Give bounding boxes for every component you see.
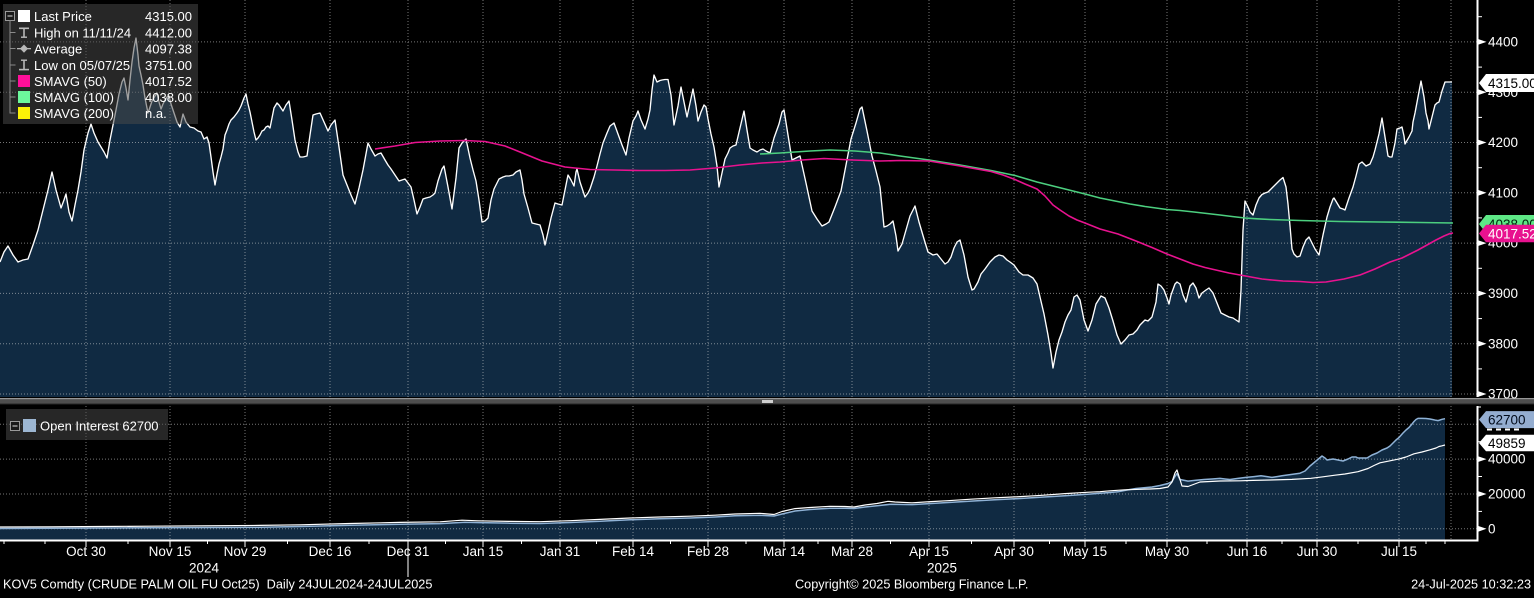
- svg-text:SMAVG (50): SMAVG (50): [34, 74, 107, 89]
- svg-text:Jul 15: Jul 15: [1381, 544, 1417, 559]
- svg-text:Last Price: Last Price: [34, 9, 92, 24]
- svg-text:4097.38: 4097.38: [145, 41, 192, 56]
- svg-text:62700: 62700: [1488, 412, 1526, 427]
- svg-text:Dec 31: Dec 31: [387, 544, 430, 559]
- svg-text:4412.00: 4412.00: [145, 25, 192, 40]
- svg-text:Mar 14: Mar 14: [763, 544, 806, 559]
- svg-text:4017.52: 4017.52: [145, 74, 192, 89]
- svg-text:2025: 2025: [927, 561, 957, 576]
- svg-text:3800: 3800: [1488, 336, 1518, 351]
- svg-text:Mar 28: Mar 28: [831, 544, 873, 559]
- svg-text:40000: 40000: [1488, 452, 1526, 467]
- svg-text:n.a.: n.a.: [145, 106, 167, 121]
- svg-text:Feb 28: Feb 28: [687, 544, 729, 559]
- svg-text:Oct 30: Oct 30: [66, 544, 106, 559]
- svg-text:SMAVG (200): SMAVG (200): [34, 106, 114, 121]
- svg-text:High on 11/11/24: High on 11/11/24: [34, 25, 131, 40]
- svg-text:Jan 15: Jan 15: [463, 544, 504, 559]
- svg-text:May 30: May 30: [1145, 544, 1189, 559]
- svg-text:Jun 16: Jun 16: [1227, 544, 1268, 559]
- svg-text:4315.00: 4315.00: [1488, 76, 1534, 91]
- svg-text:Feb 14: Feb 14: [612, 544, 655, 559]
- svg-text:Jun 30: Jun 30: [1297, 544, 1338, 559]
- svg-text:4200: 4200: [1488, 135, 1518, 150]
- svg-text:May 15: May 15: [1063, 544, 1107, 559]
- svg-text:20000: 20000: [1488, 487, 1526, 502]
- svg-text:4100: 4100: [1488, 185, 1518, 200]
- svg-text:Apr 30: Apr 30: [994, 544, 1034, 559]
- svg-text:KOV5 Comdty (CRUDE PALM OIL FU: KOV5 Comdty (CRUDE PALM OIL FU Oct25) Da…: [3, 578, 432, 592]
- svg-text:Apr 15: Apr 15: [909, 544, 949, 559]
- svg-text:Low on 05/07/25: Low on 05/07/25: [34, 58, 130, 73]
- svg-text:0: 0: [1488, 521, 1496, 536]
- svg-text:Copyright© 2025 Bloomberg Fina: Copyright© 2025 Bloomberg Finance L.P.: [795, 578, 1028, 592]
- svg-text:Open Interest 62700: Open Interest 62700: [40, 419, 159, 434]
- svg-text:4315.00: 4315.00: [145, 9, 192, 24]
- svg-text:Average: Average: [34, 41, 82, 56]
- svg-text:4400: 4400: [1488, 35, 1518, 50]
- svg-text:2024: 2024: [189, 561, 220, 576]
- svg-text:Nov 15: Nov 15: [149, 544, 192, 559]
- svg-text:Dec 16: Dec 16: [309, 544, 352, 559]
- svg-text:49859: 49859: [1488, 436, 1526, 451]
- svg-text:3900: 3900: [1488, 286, 1518, 301]
- svg-text:Jan 31: Jan 31: [540, 544, 581, 559]
- svg-text:4017.52: 4017.52: [1488, 226, 1534, 241]
- svg-text:3751.00: 3751.00: [145, 58, 192, 73]
- svg-text:3700: 3700: [1488, 387, 1518, 402]
- svg-text:SMAVG (100): SMAVG (100): [34, 90, 114, 105]
- svg-text:4038.00: 4038.00: [145, 90, 192, 105]
- svg-text:Nov 29: Nov 29: [224, 544, 267, 559]
- svg-text:24-Jul-2025 10:32:23: 24-Jul-2025 10:32:23: [1411, 578, 1531, 592]
